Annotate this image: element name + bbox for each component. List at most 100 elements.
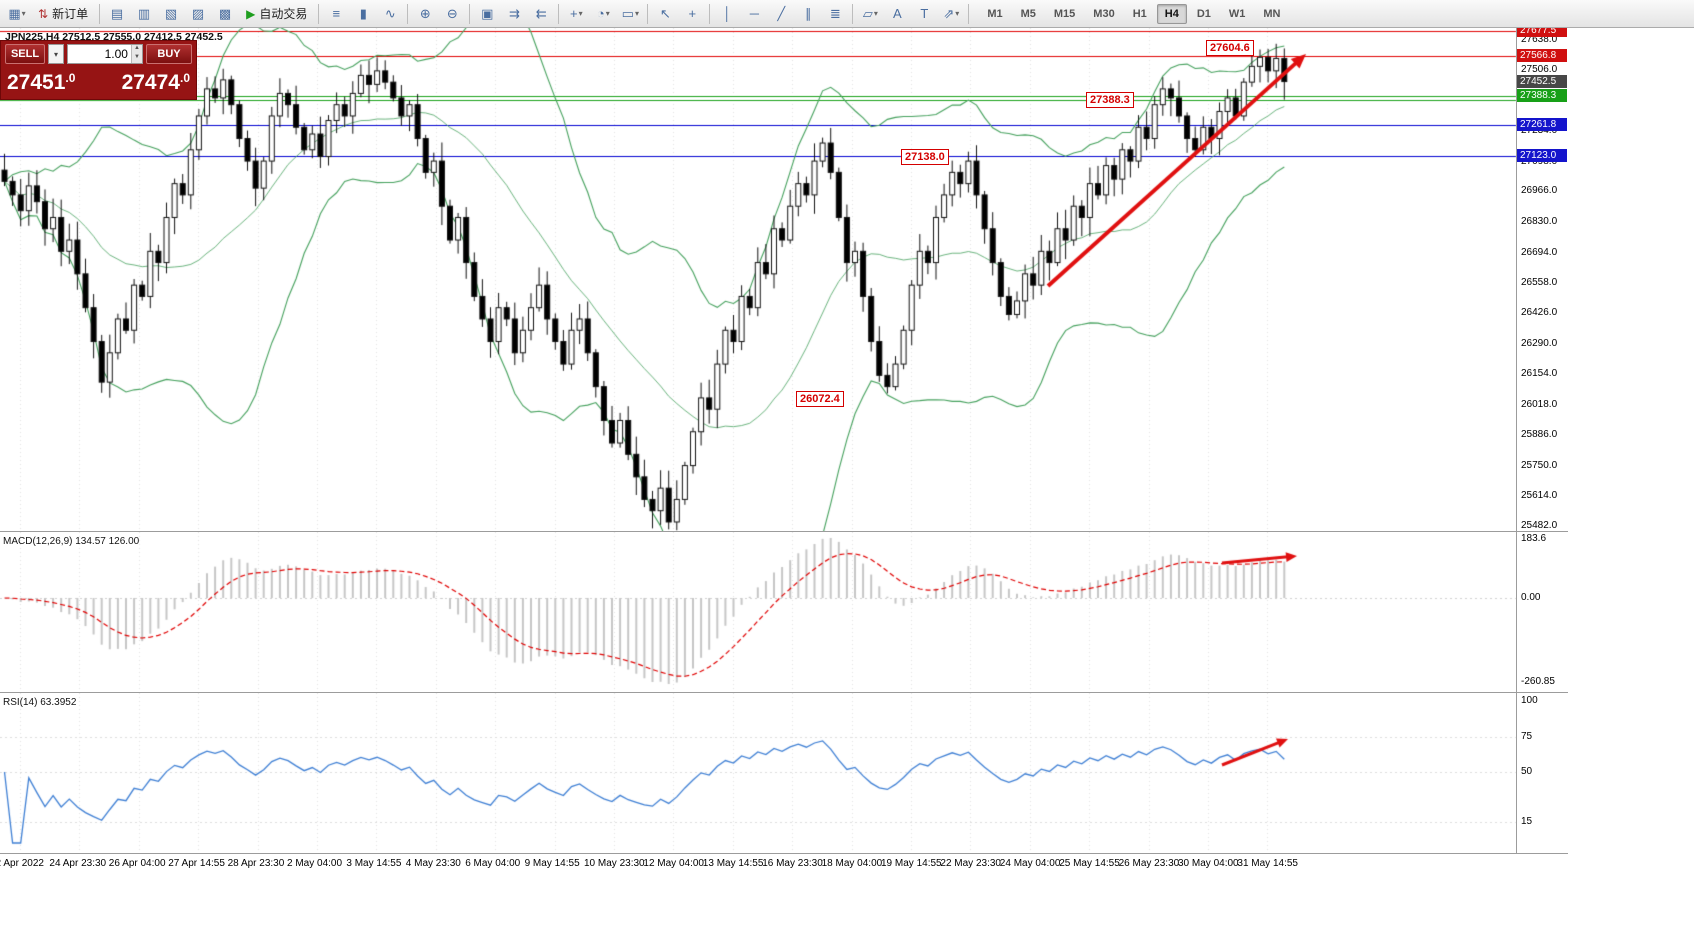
- macd-panel-canvas[interactable]: [0, 532, 1568, 692]
- dropdown-caret-icon: ▾: [955, 9, 960, 18]
- timeframe-m1[interactable]: M1: [987, 7, 1003, 20]
- new-order-button[interactable]: ⇅ 新订单: [31, 3, 95, 25]
- indicators-icon[interactable]: + ▾: [570, 6, 583, 21]
- market-watch-icon[interactable]: ▤: [110, 5, 124, 21]
- time-axis-label: 12 May 04:00: [643, 858, 704, 869]
- price-axis-marker: 27388.3: [1517, 89, 1567, 103]
- time-axis-label: 6 May 04:00: [465, 858, 521, 869]
- price-axis-marker: 27566.8: [1517, 48, 1567, 62]
- zoom-in-icon[interactable]: ⊕: [419, 5, 431, 21]
- price-callout[interactable]: 27604.6: [1206, 40, 1254, 56]
- time-axis-label: 22 May 23:30: [940, 858, 1001, 869]
- auto-trading-button[interactable]: ▶ 自动交易: [239, 3, 314, 25]
- timeframe-mn[interactable]: MN: [1263, 7, 1281, 20]
- toolbar-separator: [469, 3, 471, 24]
- price-axis-tick: 26426.0: [1521, 307, 1558, 319]
- text-label-icon[interactable]: T: [920, 6, 929, 21]
- navigator-icon[interactable]: ▧: [164, 5, 178, 21]
- time-axis-label: 19 May 14:55: [881, 858, 942, 869]
- sell-button[interactable]: SELL: [5, 44, 45, 64]
- buy-button[interactable]: BUY: [146, 44, 192, 64]
- price-callout[interactable]: 27138.0: [901, 149, 949, 165]
- toolbar-separator: [558, 3, 560, 24]
- time-axis-label: 9 May 14:55: [524, 858, 580, 869]
- price-axis-tick: 27638.0: [1521, 33, 1558, 45]
- time-axis-label: 18 May 04:00: [821, 858, 883, 869]
- macd-indicator-label: MACD(12,26,9) 134.57 126.00: [3, 536, 140, 547]
- time-axis-label: 26 May 23:30: [1118, 858, 1180, 869]
- sell-price: 27451.0: [7, 71, 76, 94]
- time-axis-label: 24 May 04:00: [999, 858, 1061, 869]
- auto-trading-button-label: 自动交易: [259, 7, 308, 21]
- volume-down-button[interactable]: ▼: [131, 54, 142, 63]
- rsi-panel-canvas[interactable]: [0, 693, 1568, 853]
- timeframe-m30[interactable]: M30: [1093, 7, 1115, 20]
- chart-shift-icon[interactable]: ⇇: [535, 5, 547, 21]
- timeframe-d1[interactable]: D1: [1196, 7, 1211, 20]
- rsi-axis-label: 15: [1521, 815, 1533, 827]
- time-axis-label: 4 May 23:30: [405, 858, 461, 869]
- rsi-axis-label: 100: [1521, 695, 1538, 706]
- candlestick-chart-icon[interactable]: ▮: [359, 5, 367, 21]
- panel-separator[interactable]: [0, 692, 1568, 693]
- panel-separator[interactable]: [0, 531, 1568, 532]
- volume-up-button[interactable]: ▲: [131, 45, 142, 54]
- buy-price: 27474.0: [121, 71, 190, 94]
- price-callout[interactable]: 27388.3: [1086, 92, 1134, 108]
- templates-icon[interactable]: ▭ ▾: [621, 5, 639, 21]
- vertical-line-icon[interactable]: │: [723, 6, 732, 21]
- strategy-tester-icon[interactable]: ▩: [218, 5, 232, 21]
- volume-dropdown[interactable]: ▾: [48, 44, 64, 64]
- new-chart-icon[interactable]: ▦ ▾: [8, 5, 26, 21]
- time-axis-label: 27 Apr 14:55: [168, 858, 225, 869]
- price-axis-tick: 25750.0: [1521, 459, 1558, 471]
- cursor-icon[interactable]: ↖: [659, 5, 671, 21]
- toolbar-separator: [852, 3, 854, 24]
- terminal-icon[interactable]: ▨: [191, 5, 205, 21]
- toolbar-separator: [709, 3, 711, 24]
- price-axis-tick: 25886.0: [1521, 428, 1558, 440]
- rsi-indicator-label: RSI(14) 63.3952: [3, 697, 77, 708]
- rsi-axis-label: 50: [1521, 766, 1533, 777]
- price-axis-separator: [1516, 28, 1517, 854]
- dropdown-caret-icon: ▾: [873, 9, 878, 18]
- shapes-icon[interactable]: ▱ ▾: [862, 5, 878, 21]
- zoom-out-icon[interactable]: ⊖: [446, 5, 458, 21]
- timeframe-h1[interactable]: H1: [1132, 7, 1147, 20]
- bar-chart-icon[interactable]: ≡: [332, 6, 341, 21]
- new-order-button-label: 新订单: [52, 7, 89, 21]
- price-axis-tick: 26018.0: [1521, 399, 1558, 411]
- price-callout[interactable]: 26072.4: [796, 391, 844, 407]
- main-chart-canvas[interactable]: [0, 28, 1568, 531]
- price-axis-tick: 25614.0: [1521, 490, 1558, 502]
- time-axis-label: 2 May 04:00: [287, 858, 343, 869]
- arrows-tool-icon[interactable]: ⇗ ▾: [943, 5, 960, 21]
- price-axis-tick: 26154.0: [1521, 368, 1558, 380]
- crosshair-icon[interactable]: +: [688, 6, 697, 21]
- timeframe-w1[interactable]: W1: [1228, 7, 1246, 20]
- text-icon[interactable]: A: [892, 6, 902, 21]
- price-axis-tick: 26966.0: [1521, 185, 1558, 197]
- time-axis-label: 13 May 14:55: [702, 858, 764, 869]
- horizontal-line-icon[interactable]: ─: [749, 6, 759, 21]
- time-axis-label: 25 May 14:55: [1059, 858, 1120, 869]
- time-axis-label: 3 May 14:55: [346, 858, 402, 869]
- data-window-icon[interactable]: ▥: [137, 5, 151, 21]
- line-chart-icon[interactable]: ∿: [384, 5, 396, 21]
- toolbar-separator: [968, 3, 970, 24]
- fibonacci-icon[interactable]: ≣: [829, 5, 841, 21]
- timeframe-h4[interactable]: H4: [1156, 3, 1187, 24]
- timeframe-m15[interactable]: M15: [1053, 7, 1076, 20]
- time-axis-label: 30 May 04:00: [1178, 858, 1239, 869]
- periods-icon[interactable]: ◔ ▾: [596, 6, 610, 21]
- price-axis-tick: 26694.0: [1521, 246, 1558, 258]
- time-axis-label: 28 Apr 23:30: [227, 858, 285, 869]
- tile-windows-icon[interactable]: ▣: [481, 5, 494, 21]
- volume-input[interactable]: [68, 45, 131, 63]
- auto-scroll-icon[interactable]: ⇉: [508, 5, 520, 21]
- macd-axis-label: 0.00: [1521, 592, 1541, 603]
- trendline-icon[interactable]: ╱: [777, 5, 786, 21]
- channel-icon[interactable]: ∥: [805, 5, 812, 21]
- timeframe-m5[interactable]: M5: [1020, 7, 1036, 20]
